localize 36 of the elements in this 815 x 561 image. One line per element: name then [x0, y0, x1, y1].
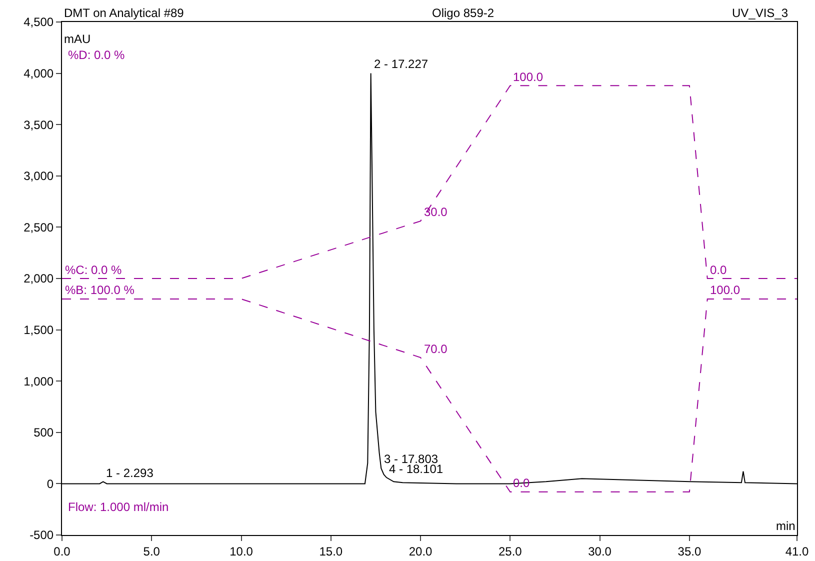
annotation: 2 - 17.227 [374, 57, 428, 71]
y-tick-label: 4,000 [24, 66, 54, 80]
text: UV_VIS_3 [732, 6, 788, 20]
y-tick-label: 3,500 [24, 118, 54, 132]
chart-subtitle: Oligo 859-2 [432, 6, 494, 20]
y-axis-title: mAU [64, 32, 91, 46]
y-tick-label: 0 [46, 476, 54, 491]
annotation: %C: 0.0 % [65, 263, 122, 277]
y-tick-label: 3,000 [24, 169, 54, 184]
x-tick-label: 41.0 [785, 544, 809, 558]
y-tick-label: 2,500 [24, 220, 54, 234]
x-tick-label: 20.0 [408, 544, 433, 558]
annotation: 0.0 [710, 263, 728, 277]
x-axis-title: min [776, 519, 796, 533]
x-tick-label: 30.0 [588, 544, 612, 558]
y-tick-label: 4,500 [24, 15, 54, 30]
annotation: 100.0 [710, 283, 740, 297]
y-tick-label: 1,500 [24, 323, 54, 337]
y-tick-label: -500 [30, 528, 54, 542]
x-tick-label: 0.0 [54, 544, 71, 558]
chart-title: DMT on Analytical #89 [64, 6, 184, 20]
annotation: 1 - 2.293 [106, 466, 154, 480]
x-tick-label: 35.0 [678, 544, 702, 558]
annotation: %D: 0.0 % [68, 48, 126, 62]
annotation: %B: 100.0 % [65, 283, 135, 297]
x-tick-label: 15.0 [319, 544, 343, 558]
x-tick-label: 10.0 [230, 544, 254, 558]
x-tick-label: 25.0 [498, 544, 522, 558]
annotation: Flow: 1.000 ml/min [68, 500, 169, 514]
annotation: 30.0 [424, 205, 448, 219]
y-tick-label: 500 [34, 426, 54, 440]
annotation: 100.0 [513, 70, 544, 84]
annotation: 70.0 [424, 342, 448, 356]
y-tick-label: 1,000 [24, 374, 54, 388]
x-tick-label: 5.0 [143, 544, 160, 558]
y-tick-label: 2,000 [24, 272, 54, 286]
